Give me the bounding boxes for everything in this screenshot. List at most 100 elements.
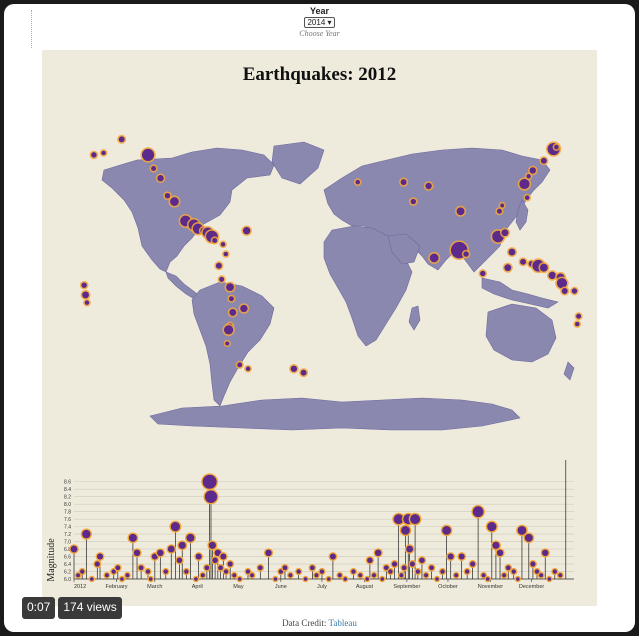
chart-point[interactable]: [409, 561, 415, 567]
map-marker[interactable]: [245, 366, 251, 372]
chart-point[interactable]: [401, 565, 407, 571]
map-marker[interactable]: [82, 291, 89, 299]
chart-point[interactable]: [214, 549, 222, 557]
chart-point[interactable]: [337, 573, 342, 578]
chart-point[interactable]: [406, 545, 414, 553]
map-marker[interactable]: [526, 174, 531, 179]
chart-point[interactable]: [245, 569, 251, 574]
map-marker[interactable]: [225, 341, 230, 346]
chart-point[interactable]: [365, 577, 369, 581]
map-marker[interactable]: [228, 296, 234, 302]
chart-point[interactable]: [511, 569, 516, 574]
map-marker[interactable]: [101, 150, 106, 156]
map-marker[interactable]: [157, 175, 164, 182]
chart-point[interactable]: [380, 577, 385, 581]
chart-point[interactable]: [194, 577, 198, 581]
chart-point[interactable]: [303, 577, 308, 581]
map-marker[interactable]: [410, 198, 417, 205]
chart-point[interactable]: [447, 553, 454, 560]
map-marker[interactable]: [226, 283, 234, 292]
map-marker[interactable]: [501, 229, 509, 237]
chart-point[interactable]: [111, 569, 116, 574]
map-marker[interactable]: [212, 237, 218, 243]
chart-point[interactable]: [273, 577, 278, 581]
chart-point[interactable]: [265, 549, 272, 557]
map-marker[interactable]: [242, 227, 251, 235]
map-marker[interactable]: [496, 208, 502, 214]
chart-point[interactable]: [309, 565, 315, 571]
chart-point[interactable]: [148, 577, 153, 581]
chart-point[interactable]: [435, 577, 439, 581]
chart-point[interactable]: [220, 553, 227, 560]
chart-point[interactable]: [470, 561, 476, 567]
chart-point[interactable]: [530, 561, 536, 567]
map-marker[interactable]: [290, 365, 298, 372]
chart-point[interactable]: [502, 573, 507, 578]
map-marker[interactable]: [508, 248, 516, 256]
chart-point[interactable]: [257, 565, 263, 571]
map-marker[interactable]: [220, 242, 226, 247]
map-marker[interactable]: [237, 362, 243, 368]
map-marker[interactable]: [504, 264, 512, 272]
map-marker[interactable]: [539, 263, 548, 272]
map-marker[interactable]: [223, 325, 234, 335]
chart-point[interactable]: [464, 569, 470, 574]
map-marker[interactable]: [571, 288, 578, 294]
map-marker[interactable]: [524, 195, 530, 200]
chart-point[interactable]: [176, 557, 183, 564]
chart-point[interactable]: [539, 573, 544, 578]
map-marker[interactable]: [355, 179, 361, 185]
map-marker[interactable]: [529, 167, 536, 174]
chart-point[interactable]: [133, 549, 141, 557]
chart-point[interactable]: [374, 549, 382, 557]
map-marker[interactable]: [81, 282, 87, 288]
chart-point[interactable]: [329, 553, 336, 560]
chart-point[interactable]: [163, 569, 168, 574]
chart-point[interactable]: [534, 569, 540, 574]
map-marker[interactable]: [500, 203, 505, 208]
chart-point[interactable]: [288, 573, 293, 578]
year-select[interactable]: 2014 ▾: [304, 17, 335, 28]
chart-point[interactable]: [104, 573, 109, 578]
map-marker[interactable]: [554, 144, 559, 150]
chart-point[interactable]: [319, 569, 325, 574]
chart-point[interactable]: [204, 565, 210, 571]
map-marker[interactable]: [170, 197, 179, 206]
chart-point[interactable]: [282, 565, 288, 571]
chart-point[interactable]: [505, 565, 511, 571]
chart-point[interactable]: [547, 577, 552, 581]
map-marker[interactable]: [118, 136, 125, 143]
chart-point[interactable]: [442, 525, 452, 535]
chart-point[interactable]: [401, 525, 410, 535]
chart-point[interactable]: [138, 565, 144, 571]
credit-link[interactable]: Tableau: [328, 618, 357, 628]
chart-point[interactable]: [296, 569, 301, 574]
chart-point[interactable]: [250, 573, 255, 578]
chart-point[interactable]: [558, 573, 563, 578]
chart-point[interactable]: [393, 514, 404, 525]
chart-point[interactable]: [157, 549, 164, 557]
chart-point[interactable]: [70, 545, 78, 553]
chart-point[interactable]: [237, 577, 242, 581]
chart-point[interactable]: [186, 533, 195, 542]
chart-point[interactable]: [485, 577, 490, 581]
chart-point[interactable]: [145, 569, 151, 574]
chart-point[interactable]: [440, 569, 445, 574]
chart-point[interactable]: [218, 565, 223, 571]
chart-point[interactable]: [410, 514, 421, 525]
chart-point[interactable]: [278, 569, 284, 574]
chart-point[interactable]: [419, 557, 425, 564]
map-marker[interactable]: [223, 251, 229, 257]
map-marker[interactable]: [91, 152, 97, 158]
map-marker[interactable]: [229, 308, 237, 316]
chart-point[interactable]: [314, 573, 319, 578]
chart-point[interactable]: [496, 549, 504, 557]
chart-point[interactable]: [223, 569, 229, 574]
chart-point[interactable]: [178, 541, 186, 549]
chart-point[interactable]: [367, 557, 373, 564]
chart-point[interactable]: [487, 522, 497, 532]
map-marker[interactable]: [141, 148, 155, 161]
chart-point[interactable]: [517, 525, 527, 535]
chart-point[interactable]: [90, 577, 94, 581]
chart-point[interactable]: [358, 573, 363, 578]
